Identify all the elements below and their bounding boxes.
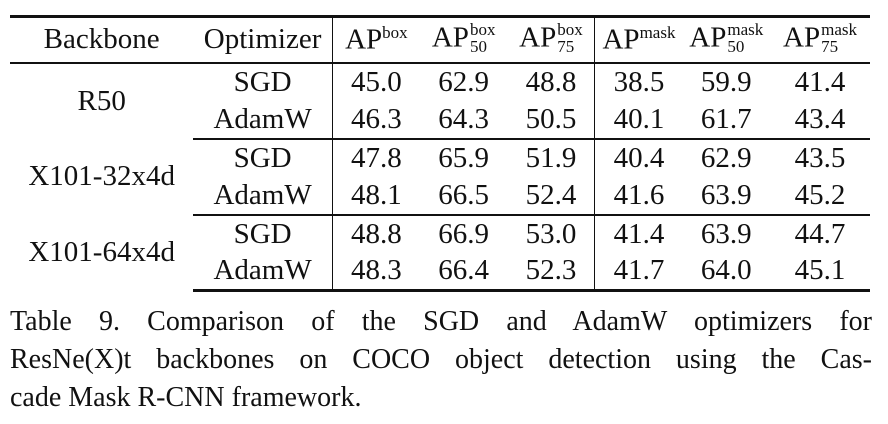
header-ap50-mask: AP mask 50 <box>682 15 771 64</box>
header-ap50-mask-base: AP <box>689 21 727 54</box>
value-cell: 62.9 <box>438 65 490 98</box>
value-cell: 48.8 <box>351 217 402 250</box>
header-optimizer: Optimizer <box>193 15 333 64</box>
header-ap-box-base: AP <box>345 24 383 57</box>
optimizer-cell: SGD <box>193 62 333 101</box>
value-cell: 61.7 <box>682 100 771 140</box>
table-row: R50 SGD 45.0 62.9 48.8 38.5 59.9 41.4 <box>10 62 870 115</box>
value-cell: 59.9 <box>700 65 752 98</box>
header-ap75-mask: AP mask 75 <box>770 15 870 64</box>
value-cell: 41.6 <box>594 176 683 216</box>
value-cell: 65.9 <box>438 141 490 174</box>
header-row: Backbone Optimizer APbox AP box 50 AP box 75… <box>10 15 870 64</box>
value-cell: 43.4 <box>770 100 870 140</box>
caption-line-3: cade Mask R-CNN framework. <box>10 382 362 413</box>
table-row: X101-64x4d SGD 48.8 66.9 53.0 41.4 63.9 … <box>10 214 870 267</box>
header-ap75-mask-base: AP <box>783 21 821 54</box>
header-ap50-mask-sub: 50 <box>727 36 745 56</box>
value-cell: 63.9 <box>682 176 771 216</box>
optimizer-cell: AdamW <box>193 100 333 140</box>
optimizer-cell: AdamW <box>193 176 333 216</box>
backbone-cell: X101-64x4d <box>28 236 175 268</box>
optimizer-comparison-table: Backbone Optimizer APbox AP box 50 AP box 75… <box>10 15 870 292</box>
header-ap75-box: AP box 75 <box>507 15 596 64</box>
header-ap50-mask-sup: mask <box>727 19 764 39</box>
caption-line-1: Table 9. Comparison of the SGD and AdamW… <box>10 306 872 337</box>
header-ap-box-sup: box <box>382 23 408 43</box>
value-cell: 41.7 <box>594 252 683 292</box>
table-row: AdamW 48.3 66.4 52.3 41.7 64.0 45.1 <box>10 252 870 292</box>
header-ap75-box-base: AP <box>519 21 557 54</box>
value-cell: 64.3 <box>419 100 508 140</box>
header-ap50-box: AP box 50 <box>419 15 508 64</box>
header-ap75-mask-sub: 75 <box>821 36 839 56</box>
optimizer-cell: AdamW <box>193 252 333 292</box>
value-cell: 40.4 <box>613 141 665 174</box>
table-row: AdamW 48.1 66.5 52.4 41.6 63.9 45.2 <box>10 176 870 216</box>
optimizer-cell: SGD <box>193 138 333 177</box>
value-cell: 66.4 <box>419 252 508 292</box>
results-table-container: Backbone Optimizer APbox AP box 50 AP box 75… <box>10 15 870 292</box>
optimizer-cell: SGD <box>193 214 333 253</box>
value-cell: 48.8 <box>507 62 596 101</box>
value-cell: 46.3 <box>332 100 420 140</box>
header-backbone: Backbone <box>10 15 194 64</box>
header-ap-box: APbox <box>332 15 420 64</box>
value-cell: 48.3 <box>332 252 420 292</box>
value-cell: 50.5 <box>507 100 596 140</box>
value-cell: 41.4 <box>613 217 665 250</box>
value-cell: 41.4 <box>794 65 846 98</box>
table-row: X101-32x4d SGD 47.8 65.9 51.9 40.4 62.9 … <box>10 138 870 191</box>
value-cell: 45.0 <box>351 65 402 98</box>
value-cell: 64.0 <box>682 252 771 292</box>
header-ap50-box-sub: 50 <box>469 36 487 56</box>
value-cell: 48.1 <box>332 176 420 216</box>
header-ap75-box-sub: 75 <box>557 36 575 56</box>
header-ap75-box-sup: box <box>557 19 583 39</box>
caption-line-2: ResNe(X)t backbones on COCO object detec… <box>10 344 872 375</box>
value-cell: 52.3 <box>507 252 596 292</box>
value-cell: 52.4 <box>507 176 596 216</box>
header-ap-mask-base: AP <box>602 24 640 57</box>
value-cell: 66.9 <box>438 217 490 250</box>
value-cell: 45.1 <box>770 252 870 292</box>
value-cell: 62.9 <box>700 141 752 174</box>
header-ap-mask: APmask <box>594 15 683 64</box>
value-cell: 66.5 <box>419 176 508 216</box>
table-row: AdamW 46.3 64.3 50.5 40.1 61.7 43.4 <box>10 100 870 140</box>
backbone-cell: X101-32x4d <box>28 160 175 192</box>
value-cell: 45.2 <box>770 176 870 216</box>
value-cell: 44.7 <box>794 217 846 250</box>
header-ap50-box-base: AP <box>431 21 469 54</box>
header-ap-mask-sup: mask <box>639 23 676 43</box>
value-cell: 38.5 <box>613 65 665 98</box>
table-caption: Table 9. Comparison of the SGD and AdamW… <box>10 303 872 417</box>
value-cell: 47.8 <box>351 141 402 174</box>
value-cell: 63.9 <box>700 217 752 250</box>
value-cell: 53.0 <box>507 214 596 253</box>
backbone-cell: R50 <box>77 84 126 117</box>
header-ap75-mask-sup: mask <box>821 19 857 39</box>
header-ap50-box-sup: box <box>469 19 496 39</box>
value-cell: 40.1 <box>594 100 683 140</box>
value-cell: 43.5 <box>794 141 846 174</box>
value-cell: 51.9 <box>507 138 596 177</box>
